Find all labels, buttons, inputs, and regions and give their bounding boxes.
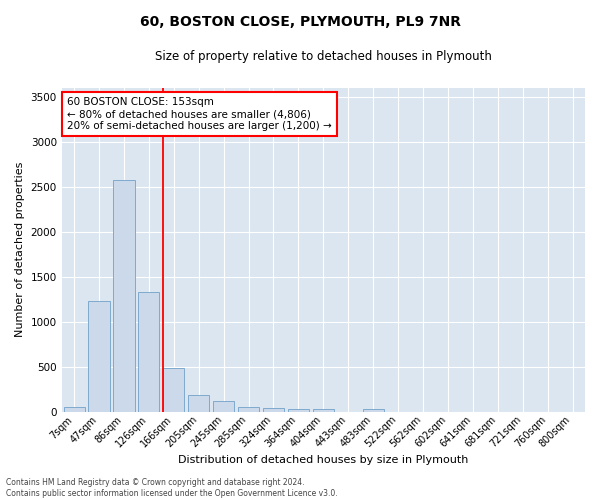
Text: Contains HM Land Registry data © Crown copyright and database right 2024.
Contai: Contains HM Land Registry data © Crown c… [6, 478, 338, 498]
Text: 60, BOSTON CLOSE, PLYMOUTH, PL9 7NR: 60, BOSTON CLOSE, PLYMOUTH, PL9 7NR [139, 15, 461, 29]
Bar [288, 408, 309, 412]
Bar [362, 409, 384, 412]
Text: 60 BOSTON CLOSE: 153sqm
← 80% of detached houses are smaller (4,806)
20% of semi: 60 BOSTON CLOSE: 153sqm ← 80% of detache… [67, 98, 332, 130]
Bar [163, 368, 184, 412]
Y-axis label: Number of detached properties: Number of detached properties [15, 162, 25, 338]
Bar [188, 394, 209, 411]
X-axis label: Distribution of detached houses by size in Plymouth: Distribution of detached houses by size … [178, 455, 469, 465]
Bar [313, 409, 334, 412]
Bar [138, 292, 160, 412]
Bar [263, 408, 284, 412]
Bar [88, 301, 110, 412]
Bar [213, 402, 234, 411]
Bar [64, 407, 85, 412]
Title: Size of property relative to detached houses in Plymouth: Size of property relative to detached ho… [155, 50, 492, 63]
Bar [238, 407, 259, 412]
Bar [113, 180, 134, 412]
